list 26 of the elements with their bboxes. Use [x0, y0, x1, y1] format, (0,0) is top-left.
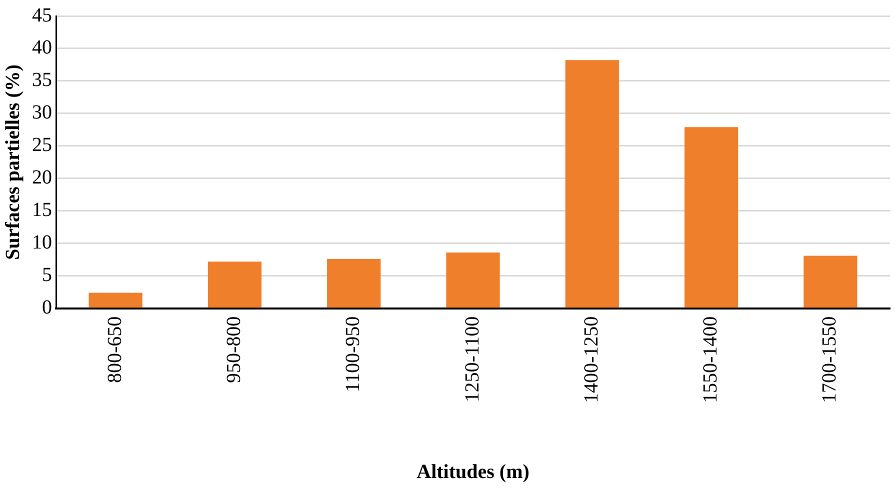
y-tick-label: 45	[32, 4, 52, 26]
bar	[684, 127, 738, 308]
y-tick-label: 15	[32, 199, 52, 222]
bar	[804, 256, 858, 308]
x-tick-label: 1550-1400	[700, 316, 722, 404]
y-tick-label: 5	[42, 264, 52, 286]
y-tick-label: 20	[32, 166, 52, 189]
bar	[327, 258, 381, 308]
x-tick-label: 1100-950	[342, 316, 364, 392]
y-tick-label: 0	[42, 296, 52, 319]
y-axis-title: Surfaces partielles (%)	[2, 64, 24, 260]
x-tick-label: 1700-1550	[818, 316, 841, 404]
bar	[208, 262, 262, 308]
y-tick-label: 40	[32, 36, 52, 59]
x-tick-label: 800-650	[104, 316, 126, 384]
bar	[565, 60, 619, 308]
bar	[446, 252, 500, 308]
bar	[88, 292, 142, 308]
y-tick-label: 30	[32, 102, 52, 124]
x-axis-title: Altitudes (m)	[416, 461, 530, 484]
y-tick-label: 25	[32, 134, 52, 156]
y-tick-label: 10	[32, 232, 52, 254]
x-tick-label: 1400-1250	[580, 316, 602, 404]
y-tick-label: 35	[32, 69, 52, 92]
x-tick-label: 1250-1100	[461, 316, 484, 402]
x-tick-label: 950-800	[222, 316, 245, 384]
